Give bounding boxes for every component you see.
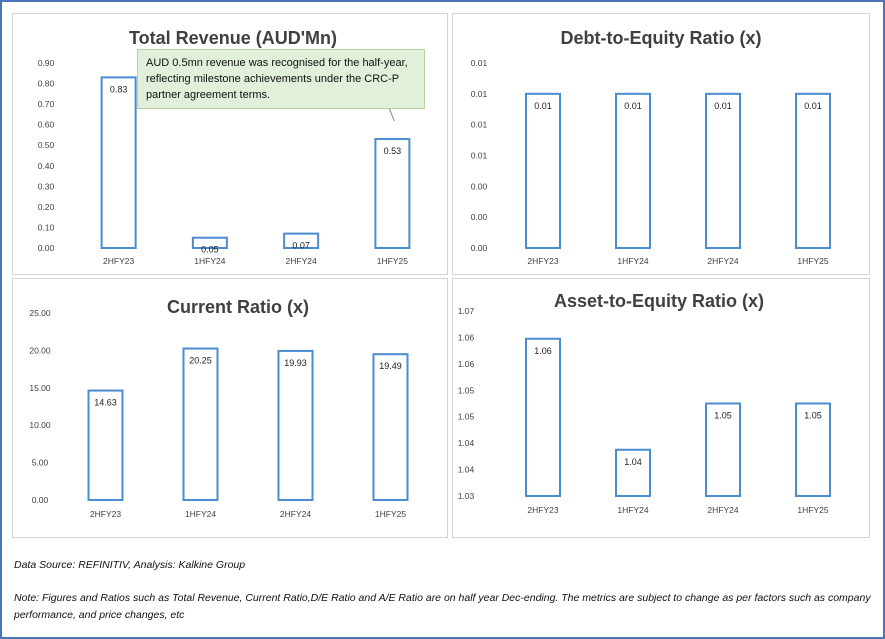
de-bar [705, 92, 741, 250]
rev-y-tick-label: 0.00 [38, 243, 55, 253]
ae-bar [525, 337, 561, 497]
asset-to-equity-chart-svg: Asset-to-Equity Ratio (x) 1.03 1.04 1.04 1.0… [458, 291, 831, 515]
de-value-label: 0.01 [804, 101, 822, 111]
rev-bar [283, 232, 320, 250]
de-y-tick-label: 0.01 [471, 89, 488, 99]
ae-category-label: 1HFY24 [617, 505, 648, 515]
ae-category-label: 2HFY24 [707, 505, 738, 515]
ae-value-label: 1.05 [714, 411, 732, 421]
rev-category-label: 1HFY24 [194, 256, 225, 266]
rev-value-label: 0.83 [110, 84, 128, 94]
de-y-tick-label: 0.01 [471, 58, 488, 68]
rev-y-tick-label: 0.60 [38, 120, 55, 130]
rev-value-label: 0.07 [292, 241, 310, 251]
rev-category-label: 1HFY25 [377, 256, 408, 266]
de-category-label: 1HFY25 [797, 256, 828, 266]
de-chart-title: Debt-to-Equity Ratio (x) [561, 28, 762, 48]
total-revenue-chart: Total Revenue (AUD'Mn) 0.00 0.10 0.20 0.30 0.… [12, 13, 448, 275]
cr-bar [277, 349, 314, 501]
de-bar [795, 92, 831, 250]
ae-bar [795, 402, 831, 497]
cr-bar [87, 389, 124, 501]
de-category-label: 1HFY24 [617, 256, 648, 266]
rev-bar [374, 138, 411, 249]
de-category-label: 2HFY23 [527, 256, 558, 266]
current-ratio-chart-svg: Current Ratio (x) 0.00 5.00 10.00 15.00 20.00… [29, 297, 409, 519]
rev-y-tick-label: 0.70 [38, 99, 55, 109]
rev-y-tick-label: 0.30 [38, 181, 55, 191]
data-source-note: Data Source: REFINITIV, Analysis: Kalkin… [14, 559, 246, 571]
de-y-tick-label: 0.00 [471, 243, 488, 253]
de-bar [525, 92, 561, 250]
ae-y-tick-label: 1.03 [458, 491, 475, 501]
ae-bar [705, 402, 741, 497]
de-y-tick-label: 0.00 [471, 212, 488, 222]
current-ratio-chart: Current Ratio (x) 0.00 5.00 10.00 15.00 20.00… [12, 278, 448, 538]
rev-value-label: 0.53 [384, 146, 402, 156]
rev-y-tick-label: 0.20 [38, 202, 55, 212]
cr-bar [182, 347, 219, 501]
footnote: Note: Figures and Ratios such as Total R… [14, 592, 871, 621]
cr-y-tick-label: 5.00 [32, 458, 49, 468]
ae-value-label: 1.04 [624, 457, 642, 467]
de-y-tick-label: 0.01 [471, 120, 488, 130]
debt-to-equity-chart-svg: Debt-to-Equity Ratio (x) 0.00 0.00 0.00 0.01… [471, 28, 831, 266]
revenue-annotation: AUD 0.5mn revenue was recognised for the… [137, 49, 425, 109]
de-value-label: 0.01 [624, 101, 642, 111]
cr-bar [372, 353, 409, 501]
cr-value-label: 20.25 [189, 356, 212, 366]
cr-y-tick-label: 20.00 [29, 345, 51, 355]
cr-category-label: 1HFY25 [375, 509, 406, 519]
rev-y-tick-label: 0.80 [38, 79, 55, 89]
ae-y-tick-label: 1.07 [458, 306, 475, 316]
ae-y-tick-label: 1.04 [458, 438, 475, 448]
ae-chart-title: Asset-to-Equity Ratio (x) [554, 291, 764, 311]
ae-category-label: 1HFY25 [797, 505, 828, 515]
ae-y-tick-label: 1.04 [458, 465, 475, 475]
ae-bar [615, 448, 651, 497]
cr-category-label: 2HFY24 [280, 509, 311, 519]
asset-to-equity-chart: Asset-to-Equity Ratio (x) 1.03 1.04 1.04 1.0… [452, 278, 870, 538]
de-y-tick-label: 0.01 [471, 151, 488, 161]
cr-value-label: 19.93 [284, 358, 307, 368]
rev-bar [191, 236, 228, 250]
ae-y-tick-label: 1.05 [458, 385, 475, 395]
cr-chart-title: Current Ratio (x) [167, 297, 309, 317]
cr-category-label: 1HFY24 [185, 509, 216, 519]
ae-y-tick-label: 1.06 [458, 359, 475, 369]
rev-y-tick-label: 0.10 [38, 222, 55, 232]
rev-value-label: 0.05 [201, 245, 219, 255]
cr-y-tick-label: 0.00 [32, 495, 49, 505]
ae-y-tick-label: 1.06 [458, 332, 475, 342]
cr-y-tick-label: 15.00 [29, 383, 51, 393]
rev-bar [100, 76, 137, 250]
cr-category-label: 2HFY23 [90, 509, 121, 519]
ae-value-label: 1.06 [534, 346, 552, 356]
total-revenue-chart-svg: Total Revenue (AUD'Mn) 0.00 0.10 0.20 0.30 0.… [38, 28, 411, 266]
ae-value-label: 1.05 [804, 411, 822, 421]
ae-category-label: 2HFY23 [527, 505, 558, 515]
de-category-label: 2HFY24 [707, 256, 738, 266]
ae-y-tick-label: 1.05 [458, 412, 475, 422]
rev-chart-title: Total Revenue (AUD'Mn) [129, 28, 337, 48]
cr-value-label: 19.49 [379, 361, 402, 371]
rev-category-label: 2HFY24 [286, 256, 317, 266]
rev-category-label: 2HFY23 [103, 256, 134, 266]
de-y-tick-label: 0.00 [471, 181, 488, 191]
debt-to-equity-chart: Debt-to-Equity Ratio (x) 0.00 0.00 0.00 0.01… [452, 13, 870, 275]
rev-y-tick-label: 0.50 [38, 140, 55, 150]
cr-y-tick-label: 10.00 [29, 420, 51, 430]
rev-y-tick-label: 0.40 [38, 161, 55, 171]
rev-y-tick-label: 0.90 [38, 58, 55, 68]
de-value-label: 0.01 [534, 101, 552, 111]
cr-y-tick-label: 25.00 [29, 308, 51, 318]
de-value-label: 0.01 [714, 101, 732, 111]
de-bar [615, 92, 651, 250]
cr-value-label: 14.63 [94, 398, 117, 408]
